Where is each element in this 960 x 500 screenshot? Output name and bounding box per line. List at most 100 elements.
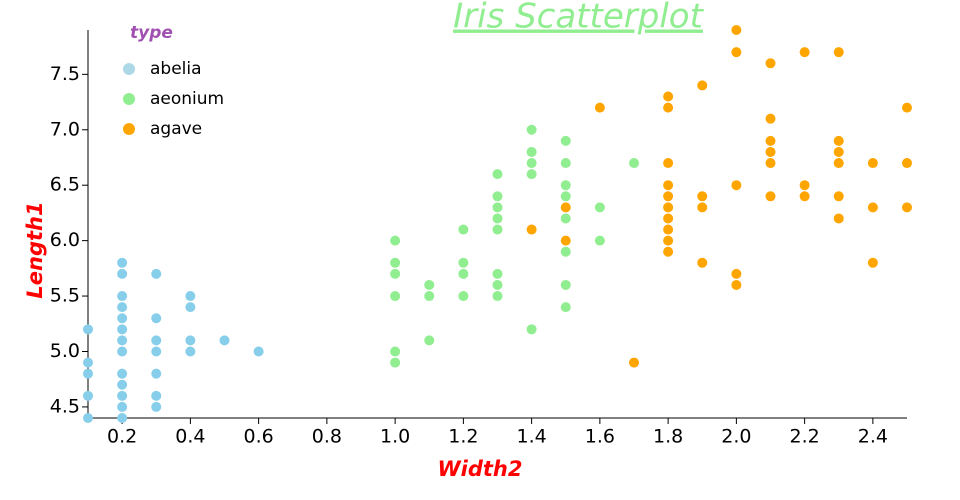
point	[492, 191, 503, 202]
point	[867, 257, 878, 268]
point	[833, 135, 844, 146]
point	[560, 191, 571, 202]
point	[492, 291, 503, 302]
point	[151, 401, 162, 412]
legend-marker	[123, 93, 135, 105]
point	[833, 213, 844, 224]
point	[526, 146, 537, 157]
y-axis-label: Length1	[23, 201, 47, 298]
point	[799, 180, 810, 191]
point	[663, 180, 674, 191]
point	[458, 291, 469, 302]
x-tick-label: 1.2	[448, 426, 478, 448]
point	[185, 291, 196, 302]
point	[424, 279, 435, 290]
x-tick-label: 0.2	[107, 426, 137, 448]
point	[731, 180, 742, 191]
point	[663, 246, 674, 257]
legend-marker	[123, 63, 135, 75]
point	[117, 368, 128, 379]
legend-label: abelia	[150, 59, 202, 79]
point	[117, 257, 128, 268]
point	[765, 146, 776, 157]
point	[902, 202, 912, 213]
x-tick-label: 0.8	[312, 426, 342, 448]
point	[560, 279, 571, 290]
x-tick-label: 2.0	[721, 426, 751, 448]
point	[663, 102, 674, 113]
point	[560, 202, 571, 213]
point	[117, 313, 128, 324]
point	[151, 346, 162, 357]
point	[526, 324, 537, 335]
point	[833, 158, 844, 169]
point	[458, 268, 469, 279]
point	[902, 158, 912, 169]
legend-label: agave	[150, 119, 202, 139]
point	[867, 158, 878, 169]
point	[594, 102, 605, 113]
x-axis-label: Width2	[438, 457, 523, 481]
point	[902, 102, 912, 113]
point	[492, 224, 503, 235]
x-tick-label: 1.0	[380, 426, 410, 448]
point	[560, 246, 571, 257]
point	[526, 158, 537, 169]
point	[253, 346, 264, 357]
point	[185, 346, 196, 357]
point	[663, 213, 674, 224]
point	[663, 235, 674, 246]
point	[526, 169, 537, 180]
point	[629, 357, 639, 368]
point	[560, 158, 571, 169]
point	[594, 202, 605, 213]
point	[697, 80, 708, 91]
point	[663, 158, 674, 169]
point	[390, 346, 401, 357]
point	[83, 324, 93, 335]
point	[185, 302, 196, 313]
x-tick-label: 1.4	[517, 426, 547, 448]
point	[765, 135, 776, 146]
x-tick-label: 1.8	[653, 426, 683, 448]
point	[799, 47, 810, 58]
point	[117, 291, 128, 302]
point	[458, 224, 469, 235]
point	[492, 169, 503, 180]
point	[731, 268, 742, 279]
point	[697, 191, 708, 202]
point	[117, 346, 128, 357]
point	[663, 224, 674, 235]
point	[560, 235, 571, 246]
point	[765, 191, 776, 202]
point	[219, 335, 230, 346]
point	[492, 279, 503, 290]
point	[663, 202, 674, 213]
y-tick-label: 5.5	[50, 285, 80, 307]
point	[185, 335, 196, 346]
point	[151, 390, 162, 401]
point	[560, 135, 571, 146]
point	[833, 47, 844, 58]
point	[492, 202, 503, 213]
y-tick-label: 4.5	[50, 395, 80, 417]
point	[151, 335, 162, 346]
x-tick-label: 2.2	[790, 426, 820, 448]
point	[492, 268, 503, 279]
point	[492, 213, 503, 224]
point	[390, 257, 401, 268]
point	[663, 191, 674, 202]
point	[117, 379, 128, 390]
point	[83, 413, 93, 423]
point	[83, 390, 93, 401]
point	[151, 368, 162, 379]
x-tick-label: 1.6	[585, 426, 615, 448]
point	[151, 268, 162, 279]
point	[833, 146, 844, 157]
point	[697, 202, 708, 213]
point	[117, 335, 128, 346]
point	[458, 257, 469, 268]
legend-marker	[123, 123, 135, 135]
y-tick-label: 6.0	[50, 229, 80, 251]
